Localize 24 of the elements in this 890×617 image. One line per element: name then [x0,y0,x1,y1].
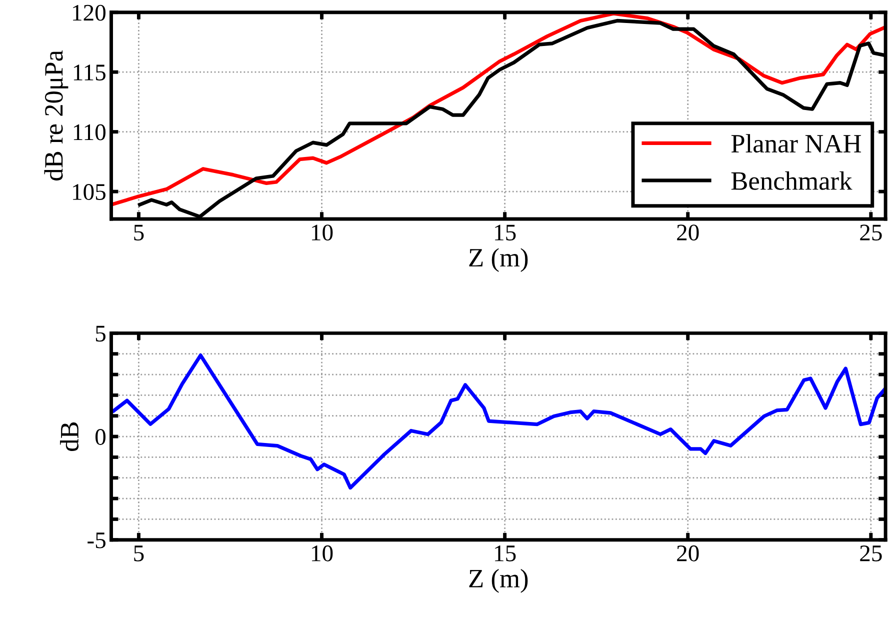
x-tick-label: 15 [495,224,516,241]
x-tick-label: 25 [860,224,882,241]
y-tick-label: 0 [95,429,106,445]
x-tick-label: 25 [860,545,882,562]
line-series [112,353,886,490]
y-tick-label: 120 [73,4,106,21]
x-tick-label: 15 [495,546,516,562]
x-tick-label: 5 [134,224,144,241]
y-tick-label: -5 [88,532,106,548]
y-axis-title: dB [60,422,79,451]
x-tick-label: 5 [134,546,144,562]
legend-label: Benchmark [731,171,852,190]
x-axis-title: Z (m) [469,568,528,593]
x-tick-label: 20 [677,224,699,241]
x-tick-label: 10 [312,224,333,241]
x-tick-label: 20 [677,545,699,562]
y-tick-label: 105 [73,184,106,200]
y-tick-label: 5 [96,326,106,342]
y-tick-label: 115 [74,64,106,81]
x-tick-label: 10 [312,545,333,562]
y-tick-label: 110 [74,124,106,140]
x-axis-title: Z (m) [469,248,528,272]
legend-label: Planar NAH [731,134,862,153]
y-axis-title: dB re 20μPa [44,50,68,180]
